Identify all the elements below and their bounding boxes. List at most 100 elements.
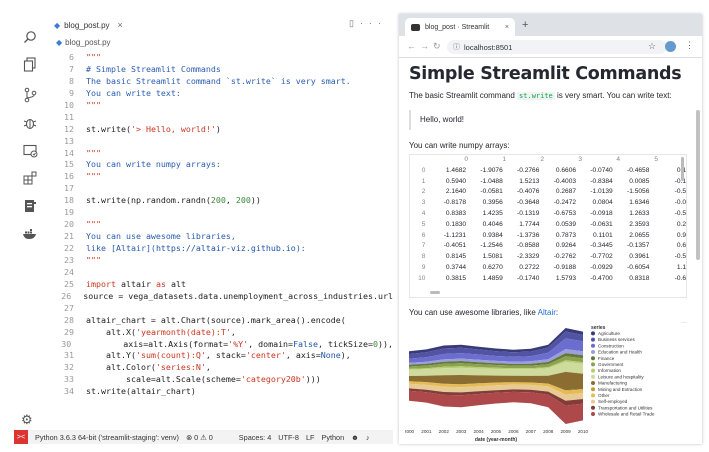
table-cell[interactable]: -0.2762 bbox=[553, 253, 577, 261]
table-cell[interactable]: -1.5056 bbox=[627, 188, 650, 196]
back-arrow-icon[interactable]: ← bbox=[407, 41, 416, 51]
table-cell[interactable]: 0.0804 bbox=[592, 199, 613, 207]
table-cell[interactable]: 0.8383 bbox=[445, 209, 467, 217]
indentation[interactable]: Spaces: 4 bbox=[238, 432, 272, 442]
close-tab-icon[interactable]: × bbox=[504, 23, 509, 31]
code-area[interactable]: 6 """ 7 # Simple Streamlit Commands 8 The bas… bbox=[48, 52, 393, 398]
table-cell[interactable]: -0.4658 bbox=[627, 166, 650, 174]
column-header[interactable]: 1 bbox=[502, 156, 506, 163]
area-series[interactable] bbox=[409, 349, 583, 365]
forward-arrow-icon[interactable]: → bbox=[420, 41, 429, 51]
more-actions-icon[interactable]: ··· bbox=[360, 18, 387, 28]
area-series[interactable] bbox=[409, 338, 583, 363]
table-cell[interactable]: -2.3329 bbox=[517, 253, 540, 261]
table-cell[interactable]: -0.0740 bbox=[590, 166, 613, 174]
table-cell[interactable]: -0.2472 bbox=[553, 199, 577, 207]
table-cell[interactable]: 1.1 bbox=[676, 263, 687, 271]
area-series[interactable] bbox=[409, 353, 583, 367]
table-cell[interactable]: -1.3736 bbox=[517, 231, 540, 239]
reload-icon[interactable]: ↻ bbox=[433, 41, 441, 51]
table-cell[interactable]: -0.6 bbox=[674, 274, 687, 282]
table-cell[interactable]: -0.8178 bbox=[443, 199, 467, 207]
area-series[interactable] bbox=[409, 360, 583, 370]
table-cell[interactable]: 1.5793 bbox=[555, 274, 577, 282]
table-cell[interactable]: -0.0918 bbox=[590, 209, 613, 217]
remote-indicator[interactable]: >< bbox=[14, 430, 28, 444]
table-cell[interactable]: 0.2722 bbox=[519, 263, 540, 271]
table-cell[interactable]: 2.0655 bbox=[629, 231, 650, 239]
area-series[interactable] bbox=[409, 390, 583, 424]
line-ending[interactable]: LF bbox=[305, 432, 315, 442]
settings-gear-icon[interactable]: ⚙ bbox=[21, 412, 33, 427]
table-cell[interactable]: 0.7873 bbox=[555, 231, 577, 239]
table-cell[interactable]: -0.6054 bbox=[627, 263, 650, 271]
table-cell[interactable]: -0.4003 bbox=[553, 177, 577, 185]
table-cell[interactable]: 1.4859 bbox=[482, 274, 503, 282]
dataframe-vertical-scrollbar[interactable] bbox=[681, 157, 684, 181]
debug-icon[interactable] bbox=[21, 114, 39, 132]
table-cell[interactable]: 0.8318 bbox=[629, 274, 650, 282]
area-series[interactable] bbox=[409, 388, 583, 406]
table-cell[interactable]: -1.2546 bbox=[480, 242, 503, 250]
table-cell[interactable]: -0.3648 bbox=[517, 199, 540, 207]
extensions-icon[interactable] bbox=[21, 169, 39, 187]
search-icon[interactable] bbox=[21, 28, 39, 46]
column-header[interactable]: 3 bbox=[578, 156, 582, 163]
table-cell[interactable]: 0.9264 bbox=[555, 242, 577, 250]
browser-menu-icon[interactable]: ⋮ bbox=[685, 40, 694, 50]
bookmark-star-icon[interactable]: ☆ bbox=[648, 41, 657, 51]
table-cell[interactable]: 1.5213 bbox=[519, 177, 540, 185]
encoding[interactable]: UTF-8 bbox=[278, 432, 299, 442]
table-cell[interactable]: 0.3956 bbox=[482, 199, 503, 207]
table-cell[interactable]: 0.9384 bbox=[482, 231, 503, 239]
table-cell[interactable]: -1.0139 bbox=[590, 188, 613, 196]
column-header[interactable]: 4 bbox=[616, 156, 620, 163]
table-cell[interactable]: 0.2687 bbox=[555, 188, 577, 196]
table-cell[interactable]: 0.6606 bbox=[555, 166, 577, 174]
table-cell[interactable]: -1.9076 bbox=[480, 166, 503, 174]
table-cell[interactable]: 0.9 bbox=[676, 231, 687, 239]
column-header[interactable]: 0 bbox=[464, 156, 468, 163]
table-cell[interactable]: 1.7744 bbox=[519, 220, 540, 228]
table-cell[interactable]: 2.3593 bbox=[629, 220, 650, 228]
source-control-icon[interactable] bbox=[21, 86, 39, 104]
new-tab-plus-icon[interactable]: + bbox=[522, 19, 529, 31]
table-cell[interactable]: -0.5 bbox=[674, 209, 687, 217]
table-cell[interactable]: 1.4682 bbox=[445, 166, 467, 174]
table-cell[interactable]: -0.0581 bbox=[480, 188, 503, 196]
table-cell[interactable]: 0.3815 bbox=[445, 274, 467, 282]
table-cell[interactable]: -0.4076 bbox=[517, 188, 540, 196]
table-cell[interactable]: -0.1740 bbox=[517, 274, 540, 282]
table-cell[interactable]: -1.1231 bbox=[443, 231, 467, 239]
table-cell[interactable]: 1.4235 bbox=[482, 209, 503, 217]
area-series[interactable] bbox=[409, 381, 583, 391]
table-cell[interactable]: 0.6270 bbox=[482, 263, 503, 271]
area-series[interactable] bbox=[409, 381, 583, 395]
table-cell[interactable]: -0.0929 bbox=[590, 263, 613, 271]
table-cell[interactable]: -0.2766 bbox=[517, 166, 540, 174]
table-cell[interactable]: -0.1 bbox=[674, 177, 687, 185]
area-series[interactable] bbox=[409, 331, 583, 359]
table-cell[interactable]: -0.4051 bbox=[443, 242, 467, 250]
docker-icon[interactable] bbox=[21, 225, 39, 243]
table-cell[interactable]: 0.3744 bbox=[445, 263, 467, 271]
feedback-icon[interactable]: ☻ bbox=[351, 432, 359, 442]
altair-link[interactable]: Altair bbox=[537, 308, 556, 317]
browser-tab[interactable]: blog_post · Streamlit × bbox=[405, 18, 515, 36]
table-cell[interactable]: -0.0 bbox=[674, 199, 687, 207]
problems-count[interactable]: ⊗ 0 ⚠ 0 bbox=[185, 432, 213, 442]
table-cell[interactable]: -1.0488 bbox=[480, 177, 503, 185]
notifications-bell-icon[interactable]: ♪ bbox=[365, 432, 370, 442]
table-cell[interactable]: -0.1357 bbox=[627, 242, 650, 250]
table-cell[interactable]: -0.8588 bbox=[517, 242, 540, 250]
dataframe-horizontal-scrollbar[interactable] bbox=[430, 291, 440, 294]
table-cell[interactable]: -0.3445 bbox=[590, 242, 613, 250]
chart-menu-icon[interactable]: ··· bbox=[681, 320, 687, 326]
table-cell[interactable]: 0.3961 bbox=[629, 253, 650, 261]
table-cell[interactable]: 0.2 bbox=[676, 220, 687, 228]
language-mode[interactable]: Python bbox=[321, 432, 345, 442]
area-series[interactable] bbox=[409, 383, 583, 401]
table-cell[interactable]: 0.6 bbox=[676, 242, 687, 250]
table-cell[interactable]: -0.9188 bbox=[553, 263, 577, 271]
explorer-icon[interactable] bbox=[21, 56, 39, 74]
